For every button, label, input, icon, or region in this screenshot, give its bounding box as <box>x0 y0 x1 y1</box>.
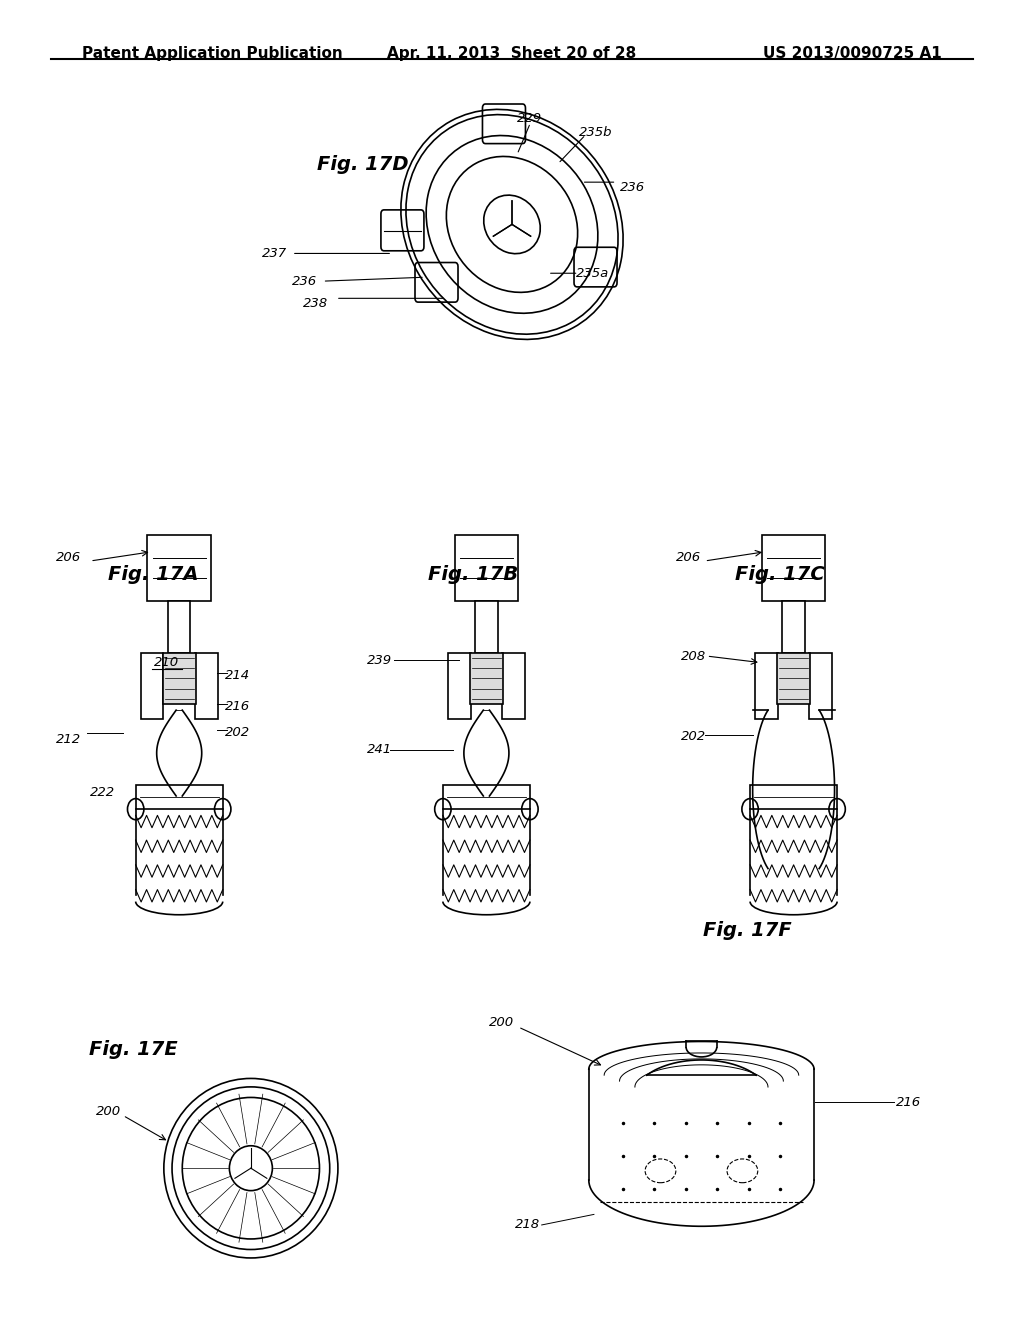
Text: Apr. 11, 2013  Sheet 20 of 28: Apr. 11, 2013 Sheet 20 of 28 <box>387 46 637 61</box>
Text: 200: 200 <box>488 1016 514 1030</box>
Text: Fig. 17B: Fig. 17B <box>428 565 518 583</box>
Bar <box>163 653 196 704</box>
Text: 206: 206 <box>56 550 82 564</box>
Bar <box>195 653 217 719</box>
Text: 229: 229 <box>517 112 543 125</box>
Bar <box>809 653 831 719</box>
Bar <box>777 653 810 704</box>
Text: 236: 236 <box>292 275 317 288</box>
Bar <box>147 535 211 601</box>
Text: 238: 238 <box>302 297 328 310</box>
Text: 216: 216 <box>225 700 251 713</box>
Text: 202: 202 <box>681 730 707 743</box>
Text: 202: 202 <box>225 726 251 739</box>
Text: 214: 214 <box>225 669 251 682</box>
Bar <box>168 601 190 653</box>
Bar <box>455 535 518 601</box>
Text: Fig. 17C: Fig. 17C <box>735 565 825 583</box>
Text: 206: 206 <box>676 550 701 564</box>
Bar <box>762 535 825 601</box>
Bar <box>782 601 805 653</box>
Bar <box>470 653 503 704</box>
Bar <box>750 785 838 809</box>
Text: 218: 218 <box>514 1218 540 1232</box>
Bar <box>449 653 471 719</box>
Text: Patent Application Publication: Patent Application Publication <box>82 46 343 61</box>
Text: 237: 237 <box>261 247 287 260</box>
Text: Fig. 17F: Fig. 17F <box>703 921 792 940</box>
Bar <box>502 653 524 719</box>
Text: 216: 216 <box>896 1096 922 1109</box>
Text: US 2013/0090725 A1: US 2013/0090725 A1 <box>763 46 942 61</box>
Text: Fig. 17E: Fig. 17E <box>89 1040 177 1059</box>
Bar <box>475 601 498 653</box>
Text: 210: 210 <box>155 656 179 669</box>
Text: Fig. 17D: Fig. 17D <box>317 156 409 174</box>
Text: 235b: 235b <box>579 125 612 139</box>
Bar <box>756 653 778 719</box>
Text: 241: 241 <box>367 743 392 756</box>
Text: 208: 208 <box>681 649 707 663</box>
Text: 236: 236 <box>620 181 645 194</box>
Text: 222: 222 <box>90 785 115 799</box>
Text: 235a: 235a <box>575 267 608 280</box>
Text: 212: 212 <box>56 733 82 746</box>
Text: 200: 200 <box>95 1105 121 1118</box>
Text: Fig. 17A: Fig. 17A <box>109 565 199 583</box>
Bar <box>442 785 530 809</box>
Text: 239: 239 <box>367 653 392 667</box>
Bar <box>135 785 222 809</box>
Bar <box>140 653 163 719</box>
